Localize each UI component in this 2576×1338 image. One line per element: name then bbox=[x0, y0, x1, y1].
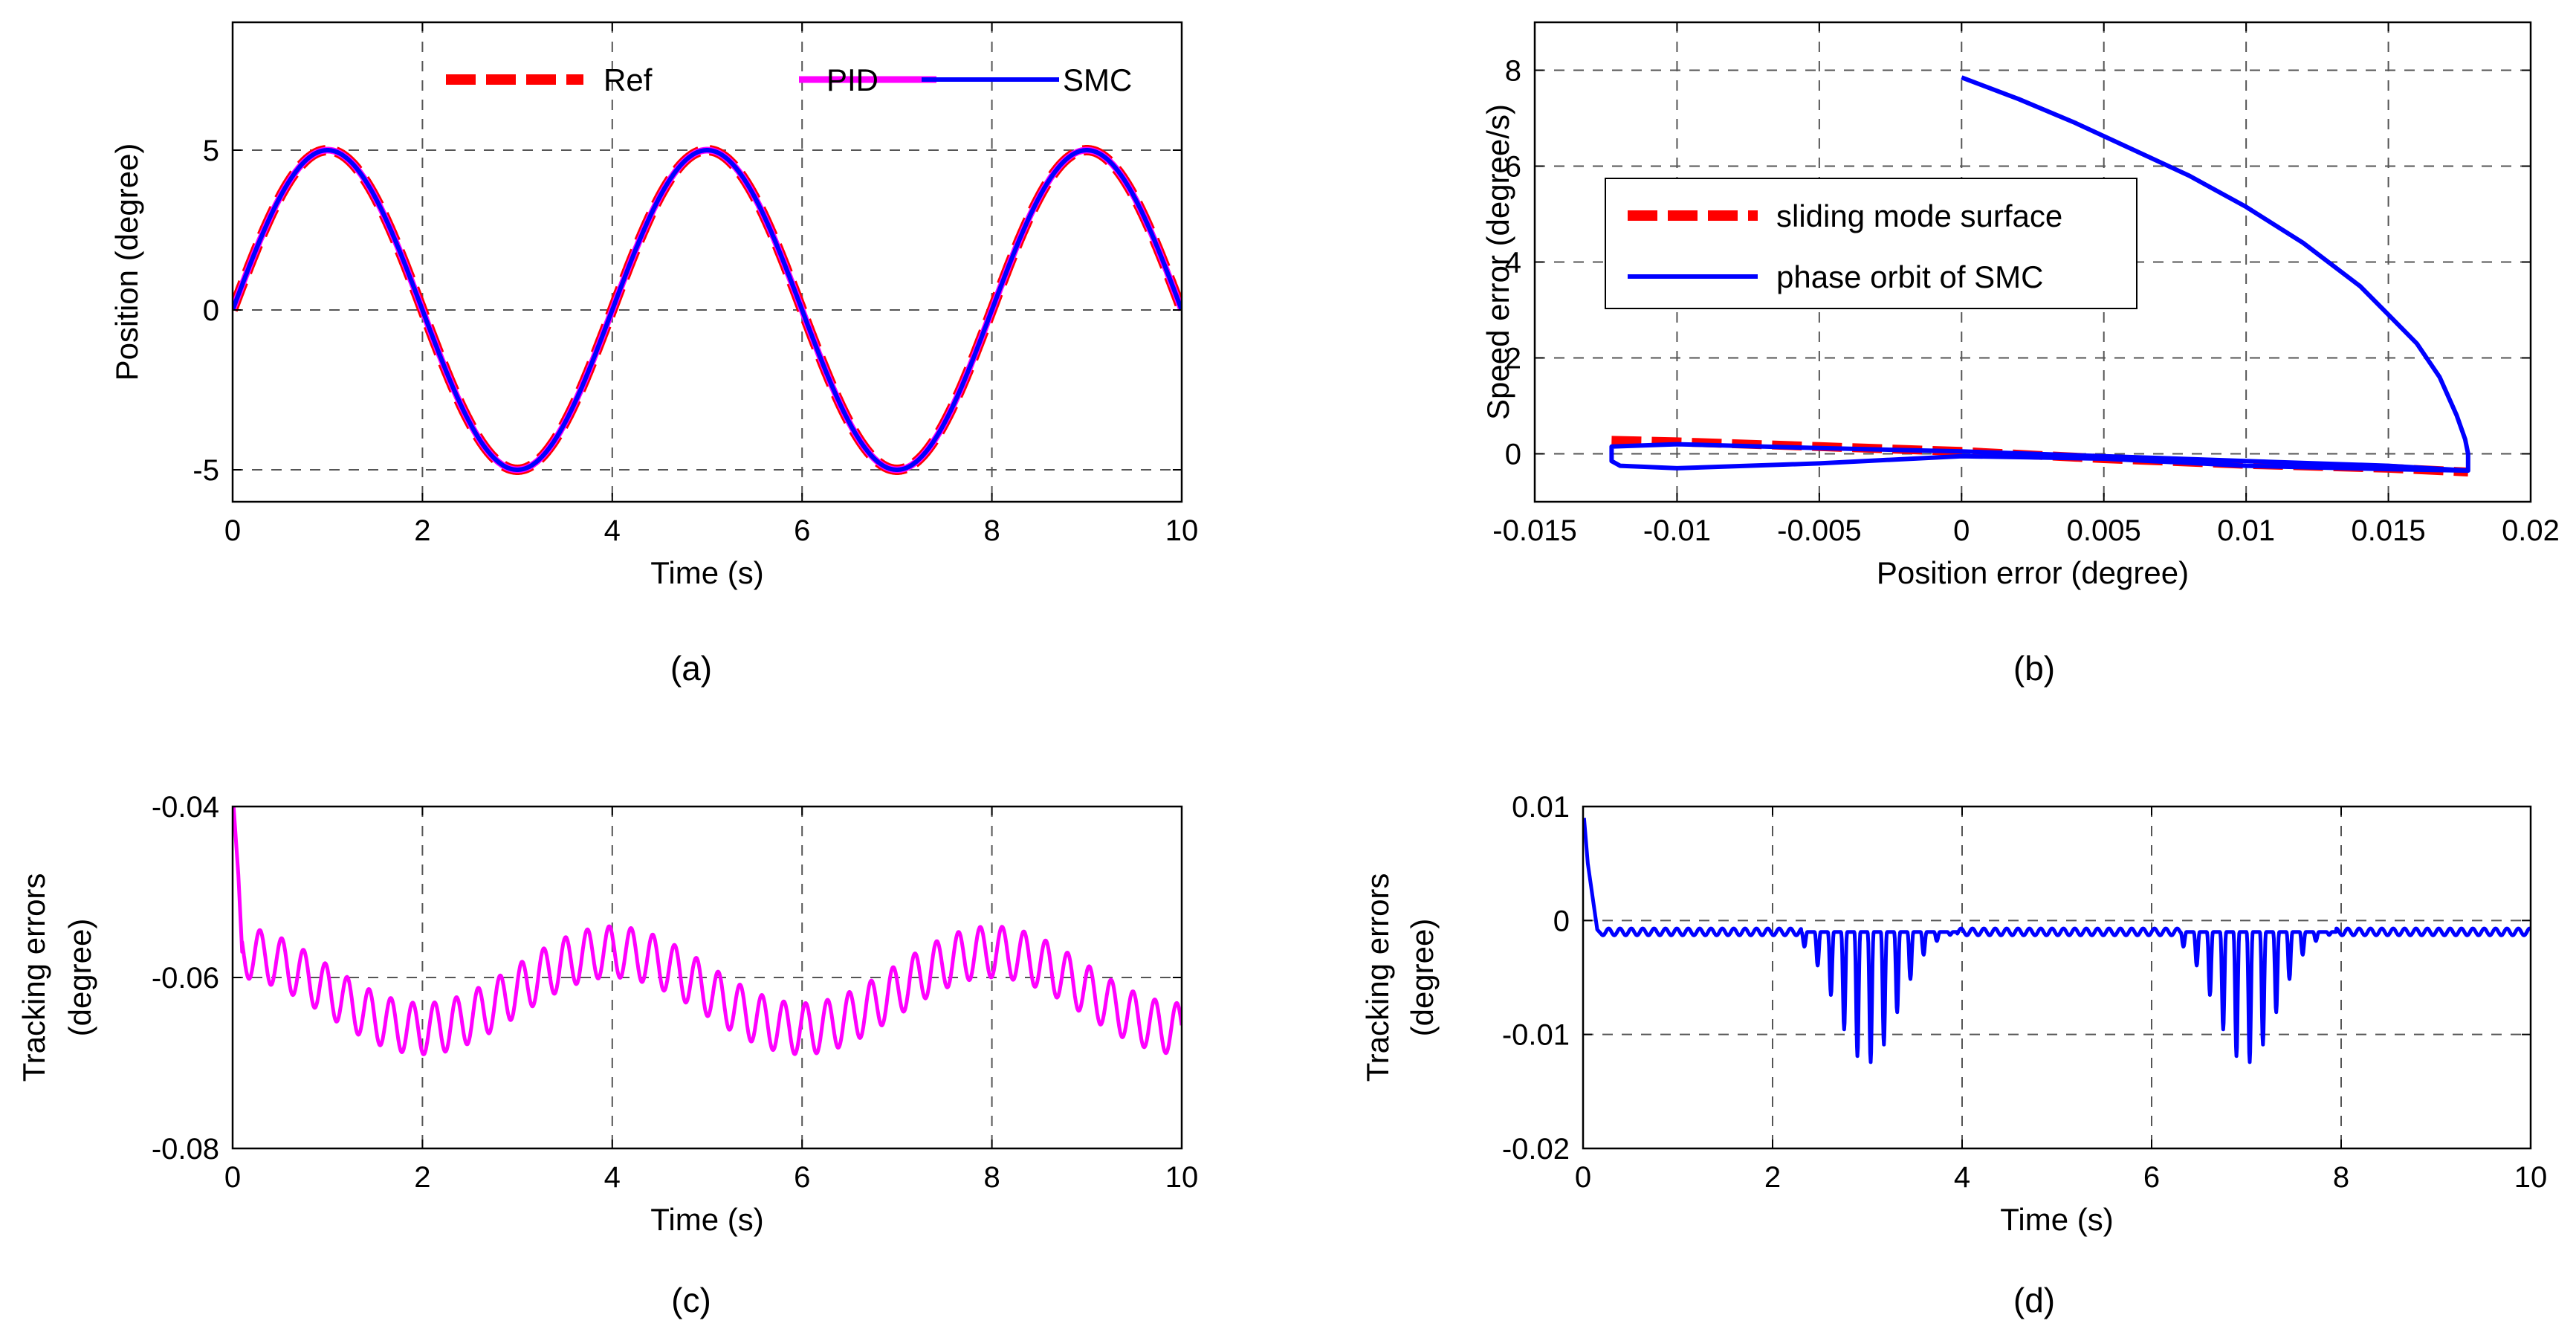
y-tick-label: -5 bbox=[192, 454, 219, 487]
y-axis-label: Tracking errors bbox=[16, 873, 51, 1082]
x-tick-label: 6 bbox=[794, 1161, 810, 1194]
y-tick-label: 0 bbox=[1505, 439, 1521, 471]
x-tick-label: 0 bbox=[1953, 514, 1970, 547]
legend-label-smc: SMC bbox=[1063, 62, 1132, 97]
y-axis-label: Position (degree) bbox=[109, 143, 144, 381]
y-axis-label-2: (degree) bbox=[1405, 919, 1440, 1037]
x-tick-label: 10 bbox=[1165, 1161, 1199, 1194]
x-tick-label: 8 bbox=[983, 1161, 1000, 1194]
y-tick-label: 0.01 bbox=[1512, 791, 1570, 824]
y-tick-label: -0.06 bbox=[152, 962, 219, 995]
x-axis-label: Position error (degree) bbox=[1877, 555, 2189, 590]
x-tick-label: -0.015 bbox=[1492, 514, 1576, 547]
x-tick-label: 2 bbox=[414, 514, 430, 547]
x-tick-label: 6 bbox=[794, 514, 810, 547]
x-tick-label: 6 bbox=[2143, 1161, 2160, 1194]
x-tick-label: 0.02 bbox=[2502, 514, 2560, 547]
x-tick-label: 0 bbox=[1575, 1161, 1591, 1194]
legend: sliding mode surface phase orbit of SMC bbox=[1605, 178, 2138, 309]
subplot-caption: (d) bbox=[2013, 1281, 2055, 1319]
chart-c: 0 2 4 6 8 10 -0.08 -0.06 -0.04 Time (s) Tracking e… bbox=[16, 791, 1198, 1319]
y-tick-label: 6 bbox=[1505, 151, 1521, 184]
legend-box bbox=[1605, 178, 2138, 309]
subplot-caption: (c) bbox=[671, 1281, 711, 1319]
x-axis-label: Time (s) bbox=[650, 555, 763, 590]
y-tick-label: 0 bbox=[1553, 905, 1570, 937]
x-tick-label: 2 bbox=[414, 1161, 430, 1194]
series-pid bbox=[233, 807, 1182, 1056]
subplot-caption: (b) bbox=[2013, 649, 2055, 688]
y-axis-label: Speed error (degree/s) bbox=[1480, 104, 1515, 420]
x-tick-label: 8 bbox=[983, 514, 1000, 547]
x-tick-label: -0.005 bbox=[1777, 514, 1861, 547]
x-tick-label: 8 bbox=[2333, 1161, 2349, 1194]
y-tick-label: -0.02 bbox=[1502, 1133, 1570, 1166]
y-tick-label: 2 bbox=[1505, 343, 1521, 375]
x-tick-label: 0.015 bbox=[2352, 514, 2426, 547]
series-smc bbox=[233, 148, 1182, 472]
y-tick-label: -0.01 bbox=[1502, 1019, 1570, 1052]
chart-b: -0.015 -0.01 -0.005 0 0.005 0.01 0.015 0.02 0 2 4 6… bbox=[1480, 21, 2560, 688]
x-tick-label: 10 bbox=[2514, 1161, 2548, 1194]
y-tick-label: 4 bbox=[1505, 247, 1521, 279]
x-tick-label: 0.005 bbox=[2067, 514, 2141, 547]
x-tick-label: -0.01 bbox=[1643, 514, 1711, 547]
x-tick-label: 2 bbox=[1764, 1161, 1781, 1194]
y-tick-label: -0.04 bbox=[152, 791, 219, 824]
x-tick-label: 0 bbox=[224, 514, 241, 547]
axes-box bbox=[1582, 805, 2532, 1150]
y-tick-label: 8 bbox=[1505, 55, 1521, 88]
legend-label: sliding mode surface bbox=[1776, 198, 2062, 233]
series-phase-orbit-of-smc bbox=[1609, 75, 2470, 474]
x-tick-label: 0 bbox=[224, 1161, 241, 1194]
y-tick-label: 0 bbox=[203, 294, 219, 327]
x-axis-label: Time (s) bbox=[2000, 1202, 2113, 1237]
legend-label: phase orbit of SMC bbox=[1776, 259, 2044, 294]
x-tick-label: 10 bbox=[1165, 514, 1199, 547]
y-axis-label: Tracking errors bbox=[1360, 873, 1395, 1082]
y-tick-label: 5 bbox=[203, 135, 219, 167]
y-tick-label: -0.08 bbox=[152, 1133, 219, 1166]
x-tick-label: 4 bbox=[1954, 1161, 1970, 1194]
subplot-caption: (a) bbox=[670, 649, 712, 688]
legend-label-ref: Ref bbox=[603, 62, 653, 97]
x-axis-label: Time (s) bbox=[650, 1202, 763, 1237]
x-tick-label: 4 bbox=[604, 1161, 621, 1194]
legend: Ref PID SMC bbox=[446, 62, 1132, 97]
x-tick-label: 4 bbox=[604, 514, 621, 547]
y-axis-label-2: (degree) bbox=[62, 919, 97, 1037]
chart-d: 0 2 4 6 8 10 -0.02 -0.01 0 0.01 Time (s) Tracking e… bbox=[1360, 791, 2547, 1319]
axes-box bbox=[231, 21, 1183, 503]
legend-label-pid: PID bbox=[826, 62, 878, 97]
series-smc bbox=[1583, 818, 2531, 1064]
x-tick-label: 0.01 bbox=[2217, 514, 2275, 547]
